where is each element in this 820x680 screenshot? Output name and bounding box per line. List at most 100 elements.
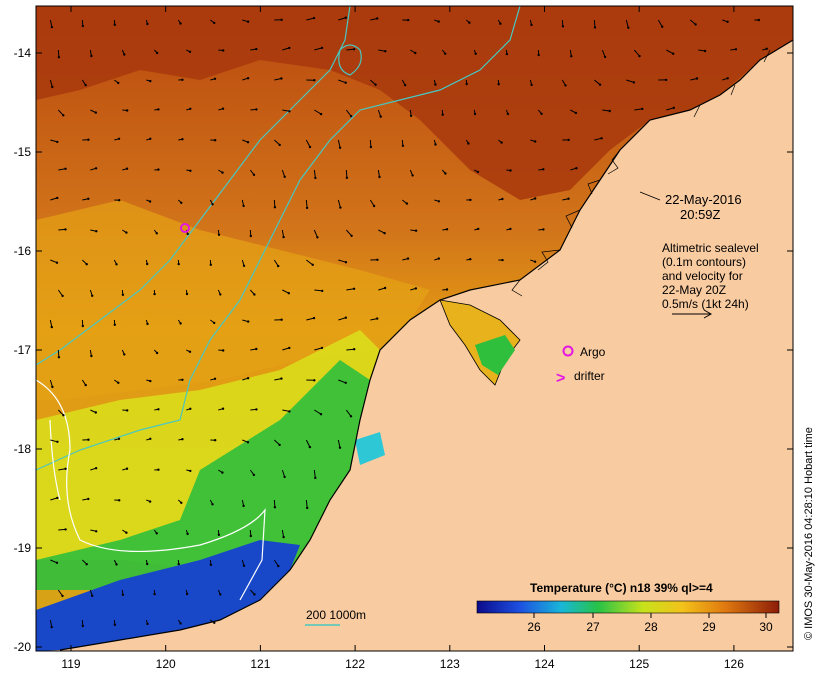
velocity-arrow-head: [344, 16, 347, 19]
velocity-arrow-head: [695, 77, 699, 80]
velocity-arrow-head: [84, 383, 87, 387]
velocity-arrow-head: [247, 320, 250, 323]
velocity-arrow-head: [50, 625, 53, 629]
velocity-arrow-head: [278, 443, 281, 447]
velocity-arrow-head: [181, 78, 184, 82]
velocity-arrow-head: [321, 289, 324, 293]
y-tick-label: -14: [14, 46, 32, 60]
velocity-arrow-head: [217, 533, 221, 536]
velocity-arrow-head: [189, 469, 192, 473]
velocity-arrow-head: [117, 381, 120, 384]
velocity-arrow: [601, 49, 606, 58]
velocity-arrow: [58, 468, 66, 471]
velocity-arrow-head: [113, 23, 117, 26]
velocity-arrow-head: [726, 20, 729, 23]
velocity-arrow-head: [537, 53, 540, 57]
velocity-arrow-head: [222, 349, 225, 352]
x-tick-label: 122: [345, 657, 365, 671]
velocity-arrow-head: [278, 143, 281, 147]
velocity-arrow-head: [56, 140, 59, 144]
velocity-arrow-head: [374, 83, 377, 86]
velocity-arrow-head: [252, 473, 256, 477]
velocity-arrow-head: [593, 26, 597, 29]
velocity-arrow-head: [469, 198, 472, 202]
velocity-arrow-head: [540, 112, 543, 116]
velocity-arrow-head: [314, 176, 317, 180]
velocity-arrow-head: [213, 321, 216, 325]
velocity-arrow: [274, 78, 282, 81]
velocity-arrow-head: [282, 535, 285, 539]
velocity-arrow-head: [444, 52, 447, 55]
velocity-arrow-head: [87, 138, 90, 141]
velocity-arrow: [273, 259, 279, 267]
velocity-arrow-head: [115, 563, 118, 566]
velocity-arrow-head: [85, 563, 88, 566]
velocity-arrow-head: [242, 564, 246, 567]
velocity-arrow-head: [376, 17, 379, 20]
velocity-arrow-head: [313, 79, 316, 82]
velocity-arrow-head: [598, 83, 602, 86]
velocity-arrow-head: [312, 16, 316, 20]
velocity-arrow-head: [62, 114, 65, 117]
y-tick-label: -15: [14, 145, 32, 159]
velocity-arrow-head: [403, 83, 407, 87]
velocity-arrow-head: [126, 409, 129, 412]
velocity-arrow-head: [501, 258, 504, 262]
velocity-arrow-head: [314, 476, 317, 480]
velocity-arrow-head: [157, 168, 160, 171]
velocity-arrow-head: [157, 408, 160, 411]
velocity-arrow-head: [344, 81, 347, 84]
velocity-arrow: [305, 139, 311, 148]
velocity-arrow-head: [50, 325, 53, 329]
velocity-arrow: [314, 409, 322, 415]
velocity-arrow-head: [273, 506, 277, 509]
velocity-arrow: [345, 229, 352, 237]
velocity-arrow-head: [56, 496, 59, 500]
velocity-arrow-head: [352, 48, 356, 51]
velocity-arrow-head: [277, 264, 280, 268]
velocity-arrow-head: [185, 292, 189, 296]
velocity-arrow-head: [672, 106, 675, 110]
velocity-arrow: [273, 559, 279, 567]
velocity-arrow-head: [376, 258, 379, 261]
velocity-arrow-head: [125, 467, 129, 470]
velocity-arrow-head: [469, 258, 472, 261]
velocity-arrow-head: [567, 197, 570, 200]
velocity-arrow-head: [91, 294, 94, 297]
velocity-arrow-head: [249, 534, 252, 538]
velocity-arrow-head: [499, 22, 502, 25]
velocity-arrow-head: [352, 287, 356, 290]
velocity-arrow: [305, 199, 308, 208]
velocity-arrow-head: [570, 55, 573, 58]
velocity-arrow-head: [91, 594, 94, 597]
velocity-arrow-head: [414, 287, 418, 290]
velocity-arrow-head: [57, 56, 61, 59]
velocity-arrow-head: [273, 206, 277, 209]
velocity-arrow-head: [288, 46, 291, 50]
drifter-legend-icon: >: [556, 370, 565, 387]
velocity-arrow-head: [64, 467, 67, 470]
velocity-arrow: [282, 289, 290, 294]
argo-marker-map[interactable]: [180, 223, 190, 233]
velocity-arrow-head: [437, 200, 440, 203]
colorbar-tick-label: 27: [586, 620, 600, 634]
sealevel-contour-2: [36, 6, 521, 471]
velocity-arrow-head: [219, 593, 222, 596]
x-tick-label: 123: [440, 657, 460, 671]
velocity-arrow-head: [473, 112, 477, 116]
velocity-arrow-head: [444, 172, 447, 175]
velocity-arrow-head: [62, 414, 65, 417]
velocity-arrow-head: [561, 25, 565, 28]
velocity-arrow-head: [181, 438, 184, 441]
velocity-arrow-head: [603, 55, 607, 59]
velocity-arrow-head: [118, 199, 121, 202]
velocity-arrow-head: [242, 264, 246, 267]
velocity-arrow: [337, 439, 341, 448]
velocity-arrow-head: [476, 170, 480, 174]
velocity-arrow-head: [288, 110, 291, 113]
velocity-arrow-head: [280, 318, 283, 321]
velocity-arrow-head: [146, 562, 149, 566]
velocity-arrow: [58, 168, 66, 171]
colorbar-title: Temperature (°C) n18 39% ql>=4: [530, 581, 713, 595]
velocity-arrow-head: [506, 112, 510, 116]
